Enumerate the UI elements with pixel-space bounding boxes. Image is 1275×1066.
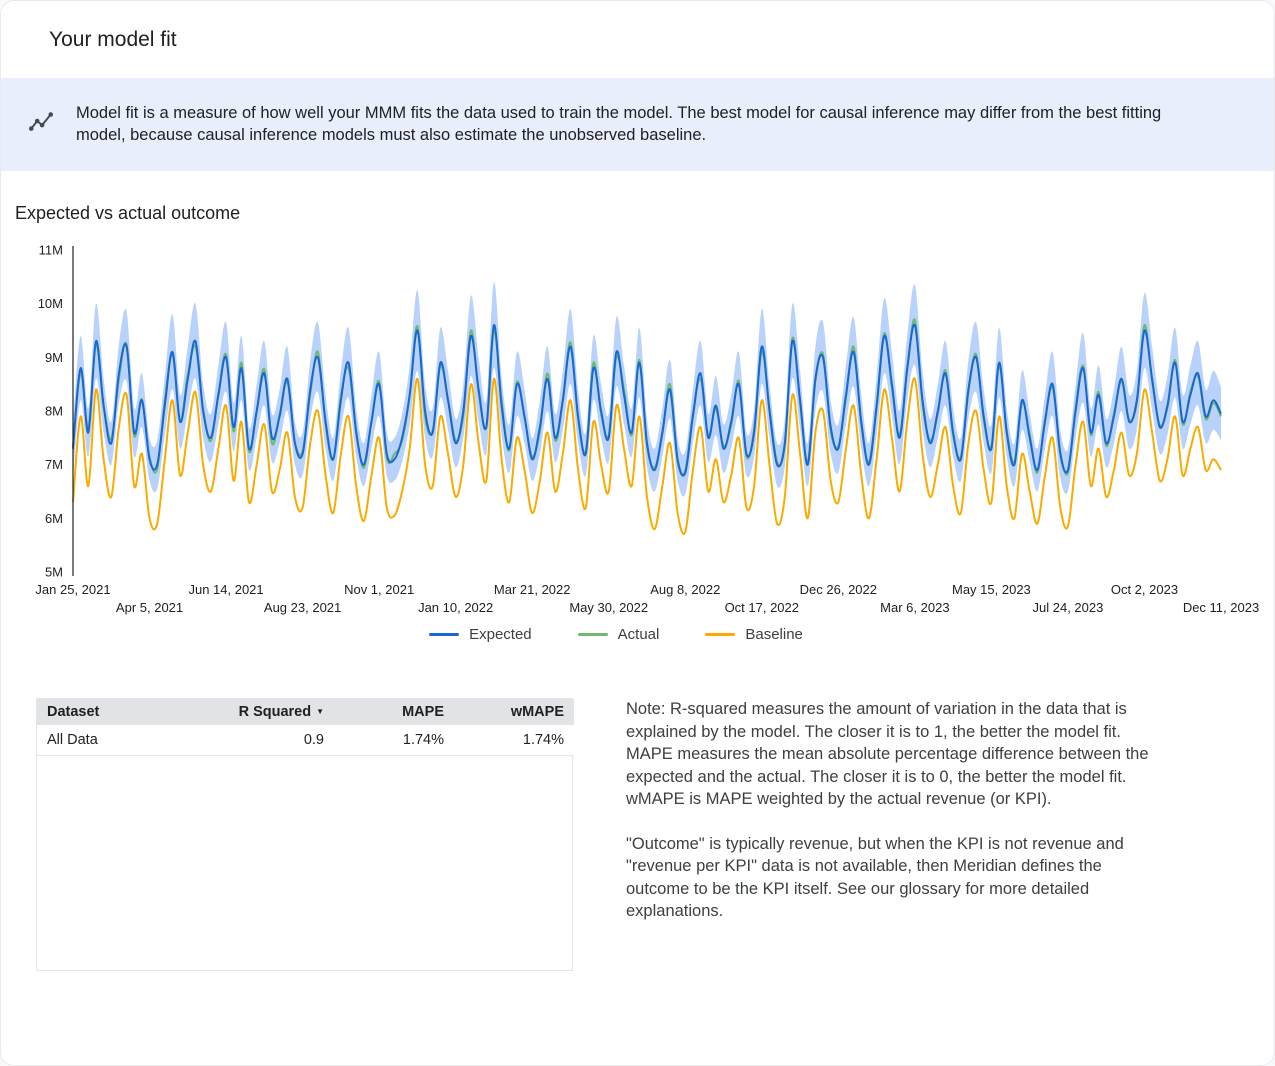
banner-text: Model fit is a measure of how well your …	[76, 104, 1162, 144]
notes-block: Note: R-squared measures the amount of v…	[626, 698, 1166, 945]
y-tick-label: 5M	[45, 565, 63, 580]
model-fit-chart: 5M 6M 7M 8M 9M 10M 11M Jan 25, 2021 Apr 5, 2021 J…	[35, 243, 1259, 616]
legend-item-actual: Actual	[577, 626, 660, 643]
cell-mape: 1.74%	[334, 725, 454, 756]
x-tick-label: May 30, 2022	[569, 600, 648, 615]
y-tick-label: 11M	[39, 243, 63, 258]
model-fit-chart-icon	[28, 109, 54, 138]
model-fit-info-banner: Model fit is a measure of how well your …	[1, 78, 1274, 171]
page-title: Your model fit	[49, 28, 177, 51]
y-tick-label: 8M	[45, 404, 63, 419]
legend-swatch	[705, 633, 736, 636]
x-tick-label: Apr 5, 2021	[116, 600, 183, 615]
cell-wmape: 1.74%	[454, 725, 574, 756]
x-tick-label: Oct 17, 2022	[725, 600, 799, 615]
legend-item-baseline: Baseline	[705, 626, 803, 643]
legend-item-expected: Expected	[429, 626, 532, 643]
table-header-row: Dataset R Squared ▼ MAPE wMAPE	[37, 699, 574, 725]
x-tick-label: Aug 23, 2021	[264, 600, 341, 615]
bottom-section: Dataset R Squared ▼ MAPE wMAPE All Data 0…	[36, 698, 1239, 971]
y-tick-label: 9M	[45, 350, 63, 365]
note-paragraph-2: "Outcome" is typically revenue, but when…	[626, 834, 1124, 921]
column-header-label: R Squared	[238, 704, 312, 720]
x-tick-label: Jun 14, 2021	[188, 582, 263, 597]
confidence-band	[73, 282, 1221, 497]
legend-swatch	[577, 633, 608, 636]
card-header: Your model fit	[1, 1, 1274, 78]
column-header-dataset: Dataset	[37, 699, 172, 725]
legend-swatch	[429, 633, 460, 636]
legend-label: Baseline	[745, 626, 803, 643]
model-fit-table: Dataset R Squared ▼ MAPE wMAPE All Data 0…	[36, 698, 574, 971]
cell-r-squared: 0.9	[172, 725, 334, 756]
sort-descending-icon[interactable]: ▼	[316, 707, 324, 716]
x-tick-label: Nov 1, 2021	[344, 582, 414, 597]
cell-dataset: All Data	[37, 725, 172, 756]
x-tick-label: Jul 24, 2023	[1033, 600, 1104, 615]
chart-section-title: Expected vs actual outcome	[15, 203, 241, 223]
chart-legend: Expected Actual Baseline	[1, 626, 1231, 643]
baseline-line	[72, 377, 1222, 535]
x-tick-label: Oct 2, 2023	[1111, 582, 1178, 597]
x-tick-label: Dec 11, 2023	[1183, 600, 1259, 615]
x-tick-label: Mar 21, 2022	[494, 582, 571, 597]
legend-label: Actual	[617, 626, 660, 643]
x-tick-label: Aug 8, 2022	[650, 582, 720, 597]
y-tick-label: 6M	[45, 511, 63, 526]
x-tick-label: Dec 26, 2022	[800, 582, 877, 597]
x-tick-label: May 15, 2023	[952, 582, 1031, 597]
expected-line	[72, 323, 1222, 477]
column-header-mape: MAPE	[334, 699, 454, 725]
x-tick-label: Jan 25, 2021	[35, 582, 110, 597]
table-row: All Data 0.9 1.74% 1.74%	[37, 725, 574, 756]
column-header-r-squared[interactable]: R Squared ▼	[172, 699, 334, 725]
x-tick-label: Mar 6, 2023	[880, 600, 949, 615]
y-tick-label: 10M	[38, 296, 63, 311]
note-paragraph-1: Note: R-squared measures the amount of v…	[626, 700, 1149, 808]
column-header-wmape: wMAPE	[454, 699, 574, 725]
x-tick-label: Jan 10, 2022	[418, 600, 493, 615]
legend-label: Expected	[469, 626, 532, 643]
y-tick-label: 7M	[45, 457, 63, 472]
